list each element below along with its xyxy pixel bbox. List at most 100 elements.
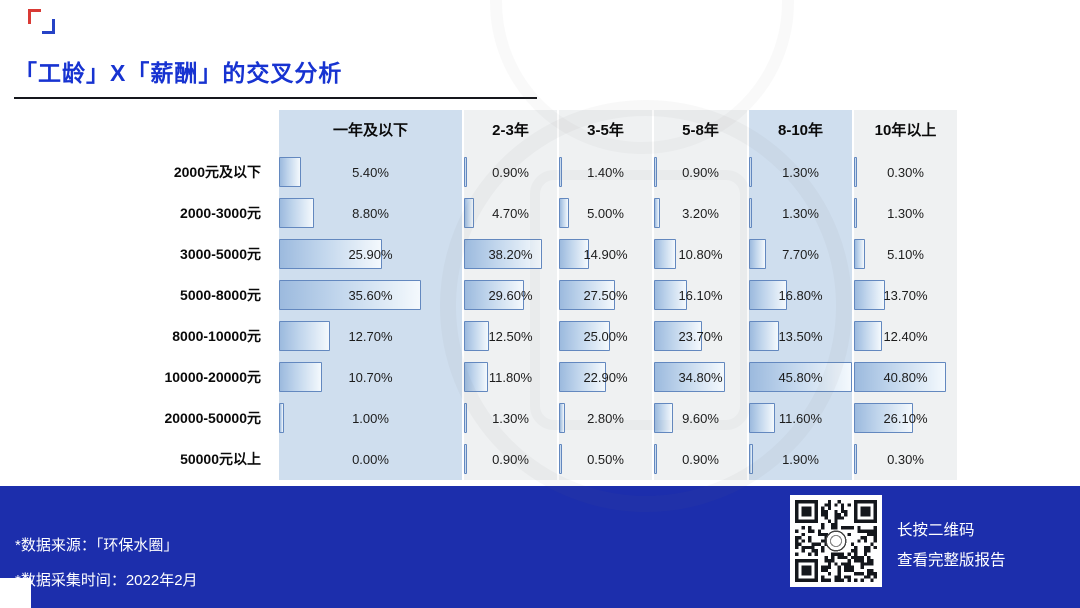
qr-code bbox=[790, 495, 882, 587]
value-cell: 1.90% bbox=[749, 439, 852, 480]
value-cell: 34.80% bbox=[654, 357, 747, 398]
value-label: 0.00% bbox=[352, 452, 389, 467]
value-bar bbox=[464, 280, 525, 310]
value-label: 1.30% bbox=[887, 206, 924, 221]
value-bar bbox=[279, 403, 285, 433]
value-cell: 1.30% bbox=[749, 193, 852, 234]
value-bar bbox=[854, 280, 885, 310]
value-label: 26.10% bbox=[883, 411, 928, 426]
value-cell: 0.30% bbox=[854, 152, 957, 193]
value-label: 1.40% bbox=[587, 165, 624, 180]
column-header: 一年及以下 bbox=[332, 122, 408, 139]
value-bar bbox=[559, 362, 606, 392]
value-cell: 5.10% bbox=[854, 234, 957, 275]
value-label: 25.90% bbox=[348, 247, 393, 262]
value-cell: 13.70% bbox=[854, 275, 957, 316]
value-cell: 4.70% bbox=[464, 193, 557, 234]
value-bar bbox=[854, 239, 866, 269]
column-header: 3-5年 bbox=[587, 122, 624, 139]
value-bar bbox=[854, 403, 913, 433]
value-cell: 0.50% bbox=[559, 439, 652, 480]
value-cell: 0.00% bbox=[279, 439, 462, 480]
logo-blue-bracket-icon bbox=[42, 19, 55, 34]
value-cell: 7.70% bbox=[749, 234, 852, 275]
value-label: 1.30% bbox=[782, 165, 819, 180]
value-label: 11.80% bbox=[488, 370, 533, 385]
value-cell: 12.50% bbox=[464, 316, 557, 357]
value-cell: 1.30% bbox=[464, 398, 557, 439]
data-column: 10年以上 0.30% 1.30% 5.10% 13.70% 12.40% 40.80% 26… bbox=[854, 110, 957, 480]
value-label: 9.60% bbox=[682, 411, 719, 426]
value-bar bbox=[654, 444, 657, 474]
value-label: 0.90% bbox=[682, 452, 719, 467]
value-bar bbox=[464, 239, 542, 269]
value-cell: 22.90% bbox=[559, 357, 652, 398]
value-bar bbox=[749, 362, 852, 392]
value-bar bbox=[749, 239, 767, 269]
value-bar bbox=[559, 403, 565, 433]
footer: *数据来源：「环保水圈」 *数据采集时间：2022年2月 长按二维码 bbox=[0, 486, 1080, 608]
value-bar bbox=[464, 444, 467, 474]
value-label: 1.90% bbox=[782, 452, 819, 467]
value-cell: 0.90% bbox=[464, 152, 557, 193]
value-cell: 16.10% bbox=[654, 275, 747, 316]
row-label: 5000-8000元 bbox=[180, 287, 261, 303]
value-label: 12.70% bbox=[348, 329, 393, 344]
value-label: 1.30% bbox=[782, 206, 819, 221]
value-label: 13.50% bbox=[778, 329, 823, 344]
value-cell: 5.00% bbox=[559, 193, 652, 234]
corner-decoration bbox=[0, 578, 31, 608]
value-bar bbox=[464, 362, 488, 392]
value-bar bbox=[464, 403, 467, 433]
value-label: 8.80% bbox=[352, 206, 389, 221]
data-column: 3-5年 1.40% 5.00% 14.90% 27.50% 25.00% 22.90% 2.… bbox=[559, 110, 652, 480]
value-bar bbox=[854, 198, 858, 228]
value-cell: 0.90% bbox=[654, 439, 747, 480]
value-bar bbox=[279, 321, 330, 351]
value-cell: 1.30% bbox=[749, 152, 852, 193]
value-bar bbox=[654, 362, 725, 392]
value-cell: 35.60% bbox=[279, 275, 462, 316]
logo-red-bracket-icon bbox=[28, 9, 41, 24]
value-label: 0.30% bbox=[887, 165, 924, 180]
value-bar bbox=[749, 403, 776, 433]
value-cell: 0.90% bbox=[654, 152, 747, 193]
value-bar bbox=[749, 157, 753, 187]
qr-caption: 长按二维码 查看完整版报告 bbox=[897, 516, 1006, 576]
value-cell: 5.40% bbox=[279, 152, 462, 193]
value-label: 1.30% bbox=[492, 411, 529, 426]
value-cell: 27.50% bbox=[559, 275, 652, 316]
value-bar bbox=[559, 444, 562, 474]
value-label: 11.60% bbox=[778, 411, 823, 426]
value-label: 40.80% bbox=[883, 370, 928, 385]
value-cell: 1.00% bbox=[279, 398, 462, 439]
data-source-note: *数据来源：「环保水圈」 bbox=[15, 537, 179, 554]
row-label-column: 2000元及以下 2000-3000元 3000-5000元 5000-8000元 80… bbox=[130, 110, 277, 480]
value-bar bbox=[279, 362, 322, 392]
value-cell: 1.30% bbox=[854, 193, 957, 234]
value-bar bbox=[464, 198, 474, 228]
value-label: 27.50% bbox=[583, 288, 628, 303]
value-bar bbox=[279, 157, 301, 187]
row-label: 50000元以上 bbox=[180, 451, 261, 467]
value-cell: 12.70% bbox=[279, 316, 462, 357]
row-label: 8000-10000元 bbox=[172, 328, 261, 344]
value-label: 0.50% bbox=[587, 452, 624, 467]
value-bar bbox=[854, 157, 858, 187]
value-cell: 16.80% bbox=[749, 275, 852, 316]
value-label: 13.70% bbox=[883, 288, 928, 303]
value-label: 12.40% bbox=[883, 329, 928, 344]
value-label: 23.70% bbox=[678, 329, 723, 344]
column-header: 2-3年 bbox=[492, 122, 529, 139]
value-cell: 29.60% bbox=[464, 275, 557, 316]
value-label: 10.70% bbox=[348, 370, 393, 385]
value-bar bbox=[749, 321, 780, 351]
header-spacer bbox=[130, 110, 277, 152]
value-cell: 13.50% bbox=[749, 316, 852, 357]
brand-logo bbox=[28, 9, 58, 35]
value-cell: 45.80% bbox=[749, 357, 852, 398]
column-header: 5-8年 bbox=[682, 122, 719, 139]
value-label: 0.90% bbox=[492, 452, 529, 467]
value-bar bbox=[854, 362, 946, 392]
data-column: 5-8年 0.90% 3.20% 10.80% 16.10% 23.70% 34.80% 9.… bbox=[654, 110, 747, 480]
